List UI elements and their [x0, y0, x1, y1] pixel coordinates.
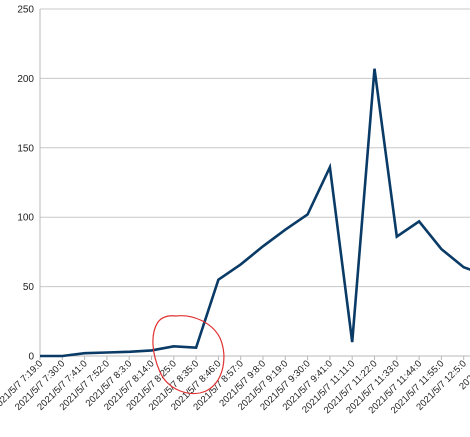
y-tick-label: 200	[17, 74, 34, 85]
y-tick-label: 100	[17, 213, 34, 224]
y-tick-label: 50	[23, 282, 35, 293]
y-tick-label: 0	[28, 352, 34, 363]
series-line	[40, 68, 470, 358]
y-tick-label: 250	[17, 5, 34, 16]
annotation-circle	[152, 315, 225, 395]
y-tick-label: 150	[17, 143, 34, 154]
